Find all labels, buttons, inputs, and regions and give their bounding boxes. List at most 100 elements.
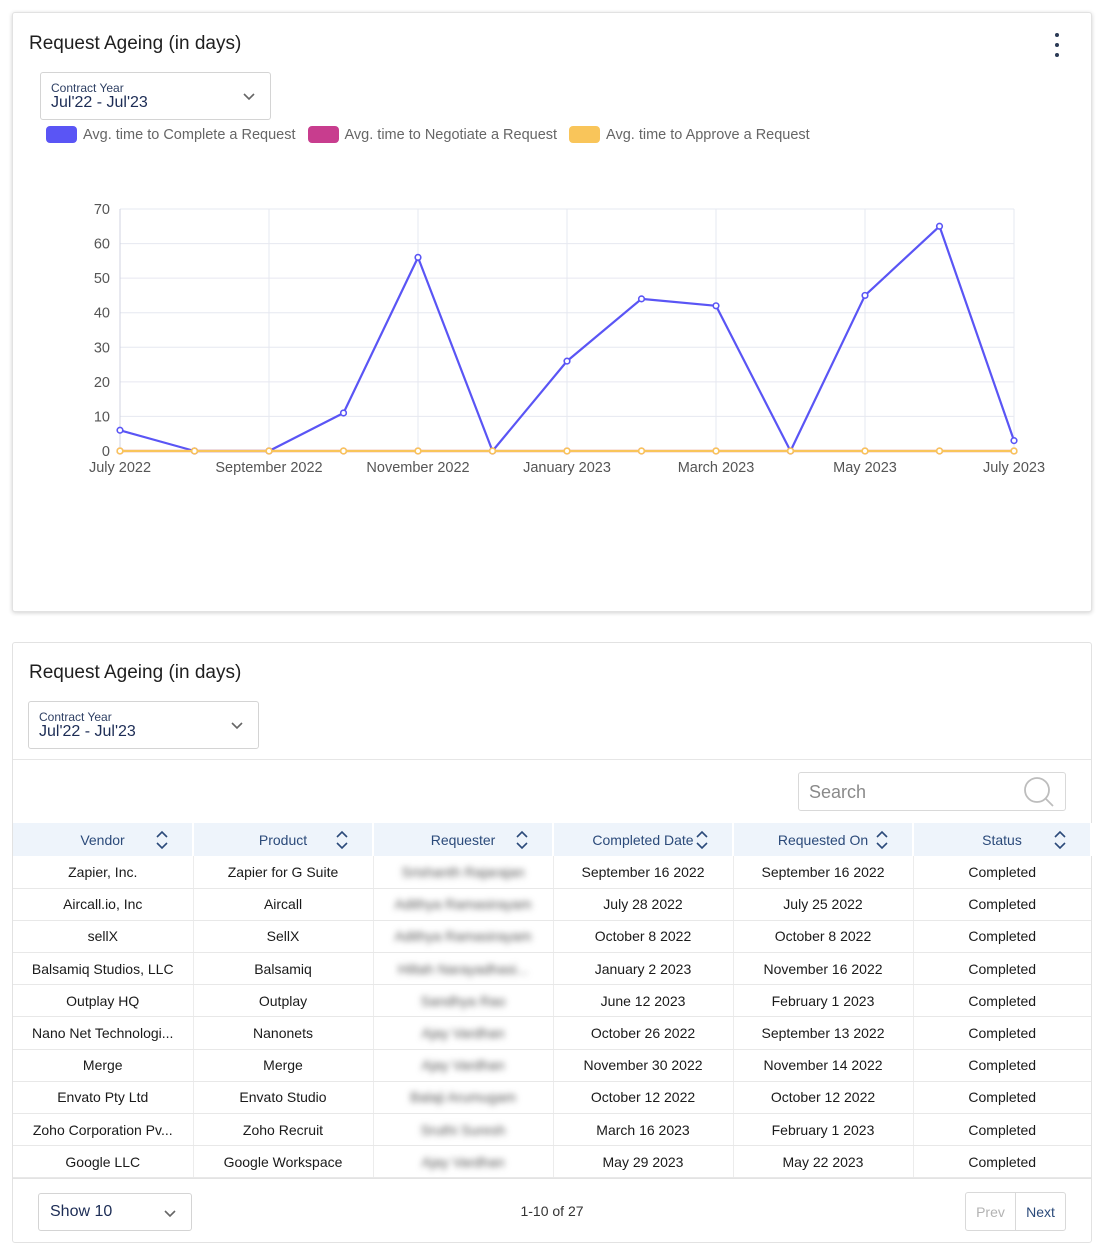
table-row[interactable]: Envato Pty Ltd Envato Studio Balaji Arumug…	[13, 1081, 1091, 1115]
cell-text: July 28 2022	[603, 896, 683, 913]
data-point	[414, 253, 422, 261]
cell-completed-date: January 2 2023	[553, 952, 734, 986]
cell-text: Balaji Arumugam	[410, 1089, 516, 1106]
y-tick-label: 50	[94, 271, 110, 287]
column-header-vendor[interactable]: Vendor	[13, 823, 194, 856]
legend-item-negotiate[interactable]: Avg. time to Negotiate a Request	[307, 126, 558, 143]
cell-completed-date: March 16 2023	[553, 1113, 734, 1147]
more-options-icon[interactable]	[1049, 33, 1065, 57]
cell-text: Completed	[968, 1089, 1037, 1106]
chart-card: Request Ageing (in days) Contract Year J…	[12, 12, 1092, 612]
search-input[interactable]	[809, 781, 1019, 803]
cell-completed-date: May 29 2023	[553, 1145, 734, 1179]
cell-requested-on: November 16 2022	[733, 952, 914, 986]
sort-icon[interactable]	[696, 829, 708, 851]
contract-year-value: Jul'22 - Jul'23	[51, 94, 148, 111]
cell-requested-on: July 25 2022	[733, 888, 914, 921]
cell-requester: Ajay Vardhan	[373, 1016, 554, 1050]
search-icon[interactable]	[1023, 776, 1055, 808]
cell-text: January 2 2023	[594, 960, 692, 977]
cell-vendor: Zapier, Inc.	[13, 856, 194, 889]
page-size-value: Show 10	[50, 1203, 113, 1220]
sort-icon[interactable]	[336, 829, 348, 851]
cell-text: Google Workspace	[223, 1153, 343, 1170]
table-row[interactable]: Zapier, Inc. Zapier for G Suite Srishanth …	[13, 856, 1091, 889]
legend-label-negotiate: Avg. time to Negotiate a Request	[344, 126, 558, 143]
legend-swatch-approve	[569, 126, 601, 143]
cell-text: November 16 2022	[763, 960, 883, 977]
cell-requester: Adithya Ramasirayam	[373, 888, 554, 921]
sort-icon[interactable]	[156, 829, 168, 851]
cell-text: Envato Studio	[239, 1089, 327, 1106]
legend-item-approve[interactable]: Avg. time to Approve a Request	[569, 126, 810, 143]
data-point	[861, 447, 869, 455]
cell-text: Ajay Vardhan	[421, 1153, 505, 1170]
cell-text: Ajay Vardhan	[421, 1025, 505, 1042]
x-tick-label: September 2022	[215, 460, 322, 476]
cell-vendor: Merge	[13, 1049, 194, 1082]
cell-requester: Srishanth Rajarajan	[373, 856, 554, 889]
table-card: Request Ageing (in days) Contract Year J…	[12, 642, 1092, 1243]
cell-product: Aircall	[193, 888, 374, 921]
data-point	[935, 447, 944, 455]
sort-icon[interactable]	[876, 829, 888, 851]
cell-vendor: Balsamiq Studios, LLC	[13, 952, 194, 986]
table-row[interactable]: Outplay HQ Outplay Sandhya Rao June 12 2023…	[13, 984, 1091, 1018]
cell-text: Balsamiq Studios, LLC	[31, 960, 174, 977]
table-contract-year-select[interactable]: Contract Year Jul'22 - Jul'23	[28, 701, 259, 749]
column-label: Status	[982, 831, 1022, 848]
sort-icon[interactable]	[516, 829, 528, 851]
column-label: Vendor	[80, 831, 125, 848]
cell-product: Outplay	[193, 984, 374, 1018]
cell-text: May 22 2023	[782, 1153, 864, 1170]
cell-text: Completed	[968, 863, 1037, 880]
cell-product: Google Workspace	[193, 1145, 374, 1179]
column-header-completed-date[interactable]: Completed Date	[553, 823, 734, 856]
line-chart: 0 10 20 30 40 50 60 70 July 2022 September 2022 No…	[89, 202, 1045, 476]
table-row[interactable]: Nano Net Technologi... Nanonets Ajay Vardh…	[13, 1016, 1091, 1050]
table-row[interactable]: Merge Merge Ajay Vardhan November 30 2022 No…	[13, 1049, 1091, 1082]
x-tick-label: July 2023	[983, 460, 1045, 476]
data-point	[488, 447, 497, 455]
table-row[interactable]: Google LLC Google Workspace Ajay Vardhan Ma…	[13, 1145, 1091, 1179]
cell-requested-on: September 13 2022	[733, 1016, 914, 1050]
y-tick-label: 20	[94, 375, 110, 391]
pagination-controls: Prev Next	[965, 1192, 1066, 1231]
cell-requester: Adithya Ramasirayam	[373, 920, 554, 954]
contract-year-select[interactable]: Contract Year Jul'22 - Jul'23	[40, 72, 271, 120]
table-row[interactable]: Balsamiq Studios, LLC Balsamiq Hiltah Nara…	[13, 952, 1091, 986]
x-tick-label: May 2023	[833, 460, 897, 476]
y-tick-label: 60	[94, 237, 110, 253]
data-point	[712, 447, 720, 455]
cell-completed-date: June 12 2023	[553, 984, 734, 1018]
data-point	[935, 222, 944, 230]
next-page-button[interactable]: Next	[1026, 1203, 1055, 1220]
cell-text: Adithya Ramasirayam	[394, 928, 532, 945]
column-header-status[interactable]: Status	[913, 823, 1092, 856]
cell-requested-on: May 22 2023	[733, 1145, 914, 1179]
page-size-select[interactable]: Show 10	[38, 1193, 192, 1231]
cell-text: Completed	[968, 960, 1037, 977]
data-point	[637, 295, 646, 303]
table-row[interactable]: sellX SellX Adithya Ramasirayam October 8 2…	[13, 920, 1091, 954]
column-label: Requester	[430, 831, 496, 848]
y-tick-label: 70	[94, 202, 110, 218]
data-point	[861, 291, 869, 300]
table-row[interactable]: Aircall.io, Inc Aircall Adithya Ramasiraya…	[13, 888, 1091, 921]
chart-card-title: Request Ageing (in days)	[29, 33, 242, 54]
cell-requested-on: February 1 2023	[733, 1113, 914, 1147]
prev-page-button[interactable]: Prev	[966, 1193, 1016, 1230]
sort-icon[interactable]	[1054, 829, 1066, 851]
cell-requester: Hiltah Narayadhasi...	[373, 952, 554, 986]
legend-item-complete[interactable]: Avg. time to Complete a Request	[46, 126, 296, 143]
column-header-requester[interactable]: Requester	[373, 823, 554, 856]
cell-completed-date: July 28 2022	[553, 888, 734, 921]
cell-text: Envato Pty Ltd	[57, 1089, 149, 1106]
cell-text: Outplay HQ	[66, 992, 140, 1009]
cell-text: Zoho Recruit	[242, 1121, 324, 1138]
column-header-requested-on[interactable]: Requested On	[733, 823, 914, 856]
legend-label-approve: Avg. time to Approve a Request	[606, 126, 810, 143]
data-point	[116, 447, 124, 455]
column-header-product[interactable]: Product	[193, 823, 374, 856]
table-row[interactable]: Zoho Corporation Pv... Zoho Recruit Sruthi…	[13, 1113, 1091, 1147]
